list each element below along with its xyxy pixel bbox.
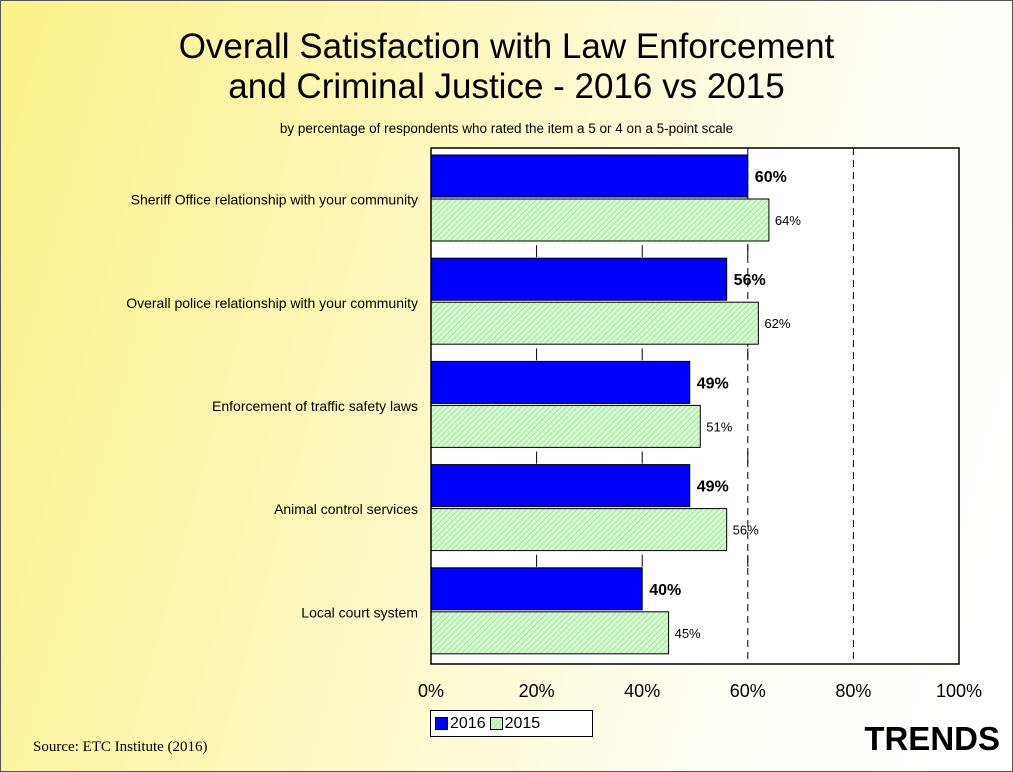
source-note: Source: ETC Institute (2016): [33, 739, 208, 755]
data-label-2015: 51%: [706, 419, 732, 434]
chart-title-line-2: and Criminal Justice - 2016 vs 2015: [228, 67, 785, 106]
data-label-2016: 49%: [697, 479, 729, 496]
chart-subtitle: by percentage of respondents who rated t…: [279, 121, 734, 136]
data-label-2015: 45%: [675, 626, 701, 641]
category-label: Sheriff Office relationship with your co…: [131, 192, 418, 208]
chart-title-line-1: Overall Satisfaction with Law Enforcemen…: [178, 27, 835, 66]
x-tick-label: 60%: [730, 681, 766, 701]
legend: 2016 2015: [430, 710, 593, 737]
data-label-2016: 40%: [649, 582, 681, 599]
trends-badge: TRENDS: [864, 720, 1000, 757]
legend-swatch-2015: [489, 717, 503, 730]
data-label-2015: 56%: [733, 523, 759, 538]
bar-2015: [430, 301, 759, 345]
bar-2015: [430, 611, 670, 655]
category-label: Animal control services: [274, 501, 418, 517]
legend-swatch-2016: [435, 717, 448, 730]
bar-2016: [430, 464, 691, 508]
x-tick-label: 20%: [519, 681, 555, 701]
data-label-2016: 49%: [697, 375, 729, 392]
bar-2015: [430, 198, 770, 242]
legend-label-2016: 2016: [450, 714, 486, 732]
x-tick-label: 80%: [835, 681, 871, 701]
x-tick-label: 0%: [418, 681, 444, 701]
category-label: Overall police relationship with your co…: [126, 295, 418, 311]
legend-item-2016: 2016: [435, 715, 486, 733]
legend-label-2015: 2015: [504, 714, 541, 732]
data-label-2015: 64%: [775, 213, 801, 228]
x-tick-label: 100%: [936, 681, 982, 701]
bar-2015: [430, 404, 701, 448]
data-label-2016: 56%: [734, 272, 766, 289]
bar-2016: [430, 154, 749, 198]
bar-2016: [430, 567, 643, 611]
category-label: Local court system: [301, 604, 418, 620]
legend-item-2015: 2015: [489, 714, 541, 733]
bar-2016: [430, 257, 728, 301]
category-label: Enforcement of traffic safety laws: [212, 398, 418, 414]
plot-frame: [430, 147, 960, 665]
data-label-2015: 62%: [764, 316, 790, 331]
data-label-2016: 60%: [755, 169, 787, 186]
bar-2015: [430, 508, 728, 552]
x-tick-label: 40%: [624, 681, 660, 701]
bar-2016: [430, 360, 691, 404]
